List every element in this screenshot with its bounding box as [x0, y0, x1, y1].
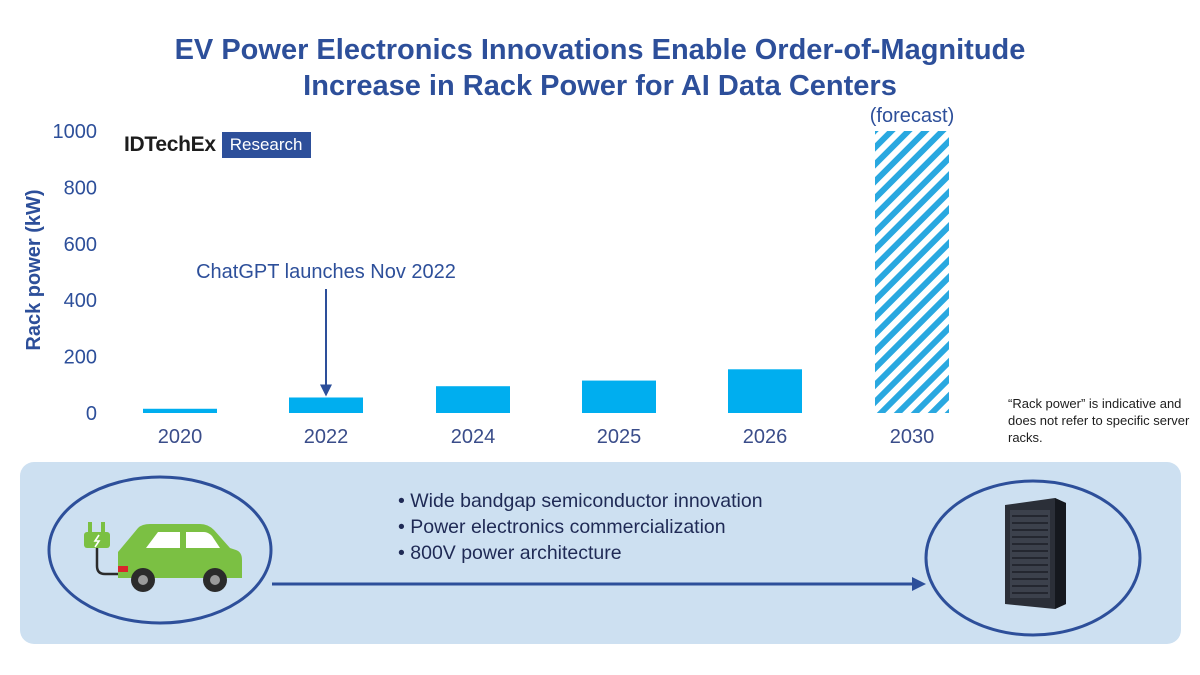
x-tick-label: 2030: [890, 426, 935, 448]
x-tick-label: 2022: [304, 426, 349, 448]
logo-word: IDTechEx: [124, 133, 216, 156]
server-rack-icon: [1005, 498, 1066, 609]
server-ellipse: [924, 479, 1142, 637]
bar-2022: [289, 397, 363, 413]
bar-2024: [436, 386, 510, 413]
y-tick-label: 800: [64, 177, 97, 199]
x-tick-label: 2026: [743, 426, 788, 448]
bullet-item: 800V power architecture: [398, 540, 763, 566]
y-axis: 0 200 400 600 800 1000: [53, 121, 98, 425]
bar-2026: [728, 369, 802, 413]
ev-ellipse: [47, 475, 273, 625]
y-tick-label: 400: [64, 290, 97, 312]
y-tick-label: 200: [64, 347, 97, 369]
title-line-2: Increase in Rack Power for AI Data Cente…: [303, 70, 897, 102]
bullet-item: Power electronics commercialization: [398, 514, 763, 540]
idtechex-logo: IDTechEx Research: [124, 132, 311, 158]
chart-title: EV Power Electronics Innovations Enable …: [0, 32, 1200, 104]
y-tick-label: 600: [64, 234, 97, 256]
y-axis-label: Rack power (kW): [23, 189, 45, 350]
x-tick-label: 2024: [451, 426, 496, 448]
annotations: ChatGPT launches Nov 2022 (forecast): [196, 105, 954, 397]
logo-badge: Research: [221, 132, 311, 158]
title-line-1: EV Power Electronics Innovations Enable …: [174, 34, 1026, 66]
bar-2020: [143, 408, 217, 413]
x-tick-label: 2025: [597, 426, 642, 448]
x-tick-label: 2020: [158, 426, 203, 448]
annotation-arrow-head: [320, 384, 332, 397]
y-tick-label: 1000: [53, 121, 98, 143]
bar-2025: [582, 380, 656, 413]
forecast-label: (forecast): [870, 105, 954, 127]
bars: [143, 131, 949, 413]
rack-power-note: “Rack power” is indicative and does not …: [1008, 396, 1190, 445]
bullet-item: Wide bandgap semiconductor innovation: [398, 488, 762, 514]
y-tick-label: 0: [86, 403, 97, 425]
x-axis: 2020 2022 2024 2025 2026 2030: [158, 426, 935, 448]
arrow-right-icon: [272, 577, 926, 591]
bar-2030: [875, 131, 949, 413]
ev-car-charger-icon: [84, 522, 242, 592]
chatgpt-annotation: ChatGPT launches Nov 2022: [196, 261, 456, 283]
innovation-bullets: Wide bandgap semiconductor innovation Po…: [398, 488, 763, 566]
